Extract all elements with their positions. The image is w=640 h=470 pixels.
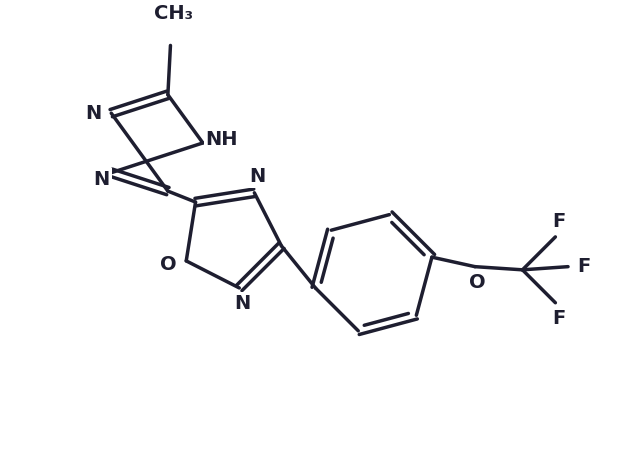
Text: N: N [234, 294, 251, 313]
Text: F: F [552, 309, 565, 328]
Text: F: F [577, 257, 591, 276]
Text: CH₃: CH₃ [154, 4, 193, 24]
Text: O: O [468, 273, 485, 292]
Text: NH: NH [205, 130, 238, 149]
Text: N: N [250, 167, 266, 187]
Text: O: O [160, 255, 177, 274]
Text: F: F [552, 212, 565, 231]
Text: N: N [93, 170, 110, 188]
Text: N: N [85, 104, 102, 123]
